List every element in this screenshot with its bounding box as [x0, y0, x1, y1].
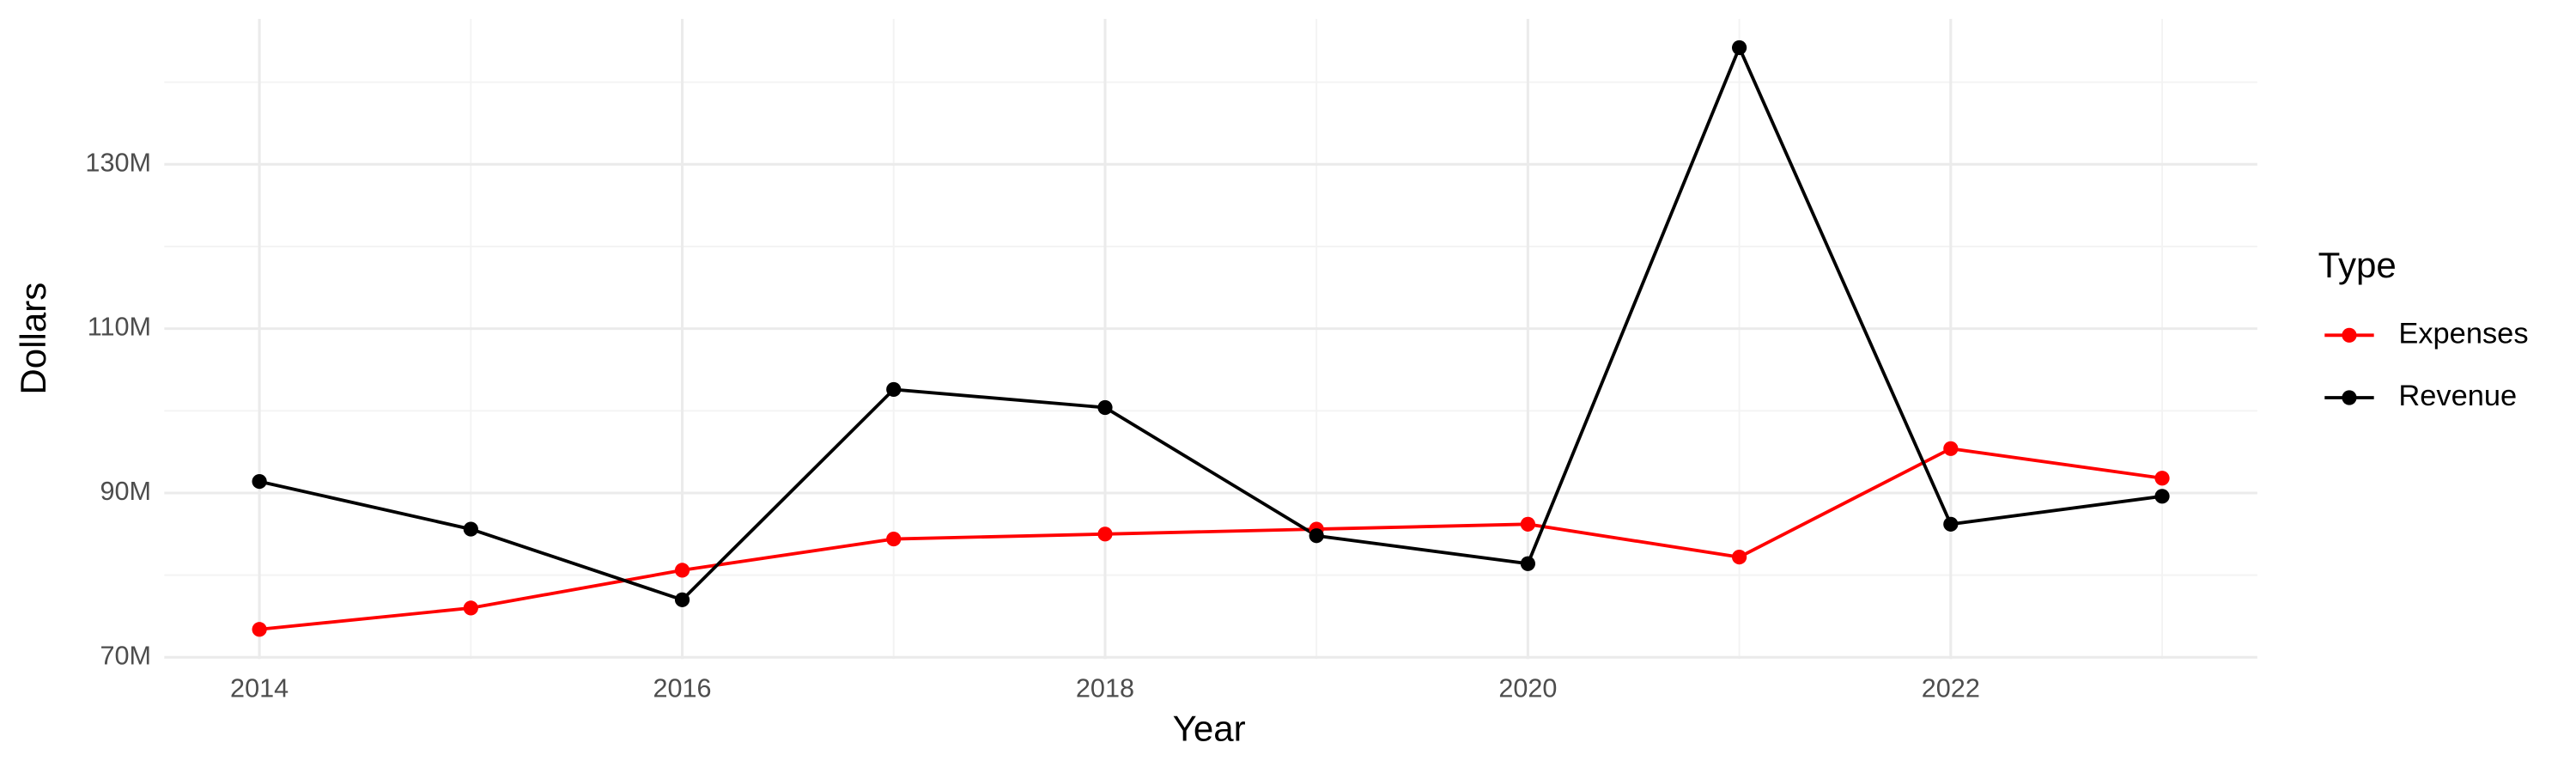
- data-point: [463, 521, 478, 537]
- data-point: [1309, 528, 1324, 544]
- series-line: [258, 447, 2163, 631]
- data-point: [1097, 399, 1113, 416]
- legend-point: [2342, 327, 2357, 343]
- x-tick-label: 2020: [1498, 674, 1557, 703]
- series-line: [258, 43, 2163, 602]
- legend-point: [2342, 390, 2357, 405]
- y-tick-label: 130M: [85, 148, 151, 177]
- x-tick-label: 2016: [653, 674, 711, 703]
- data-point: [1520, 516, 1536, 532]
- data-point: [1943, 516, 1959, 532]
- grid: [164, 19, 2257, 660]
- data-point: [252, 622, 267, 637]
- legend-label: Expenses: [2398, 317, 2528, 350]
- data-point: [1731, 549, 1747, 565]
- data-point: [1731, 40, 1747, 56]
- data-point: [2154, 471, 2170, 486]
- data-point: [1520, 556, 1536, 571]
- data-point: [886, 381, 902, 398]
- legend-title: Type: [2318, 245, 2397, 285]
- data-point: [463, 600, 478, 616]
- x-tick-label: 2022: [1922, 674, 1980, 703]
- data-point: [674, 592, 690, 607]
- data-point: [886, 531, 902, 547]
- y-tick-label: 70M: [100, 641, 151, 670]
- data-point: [252, 473, 267, 490]
- x-axis-title: Year: [1173, 709, 1246, 749]
- data-point: [2154, 489, 2170, 504]
- data-point: [674, 563, 690, 578]
- legend-label: Revenue: [2398, 380, 2517, 412]
- y-tick-label: 110M: [88, 313, 151, 342]
- y-tick-label: 90M: [100, 477, 151, 506]
- x-tick-label: 2014: [230, 674, 289, 703]
- plot-area: [252, 40, 2170, 637]
- data-point: [1097, 526, 1113, 542]
- x-tick-label: 2018: [1076, 674, 1134, 703]
- y-axis-title: Dollars: [13, 283, 53, 395]
- data-point: [1943, 441, 1959, 456]
